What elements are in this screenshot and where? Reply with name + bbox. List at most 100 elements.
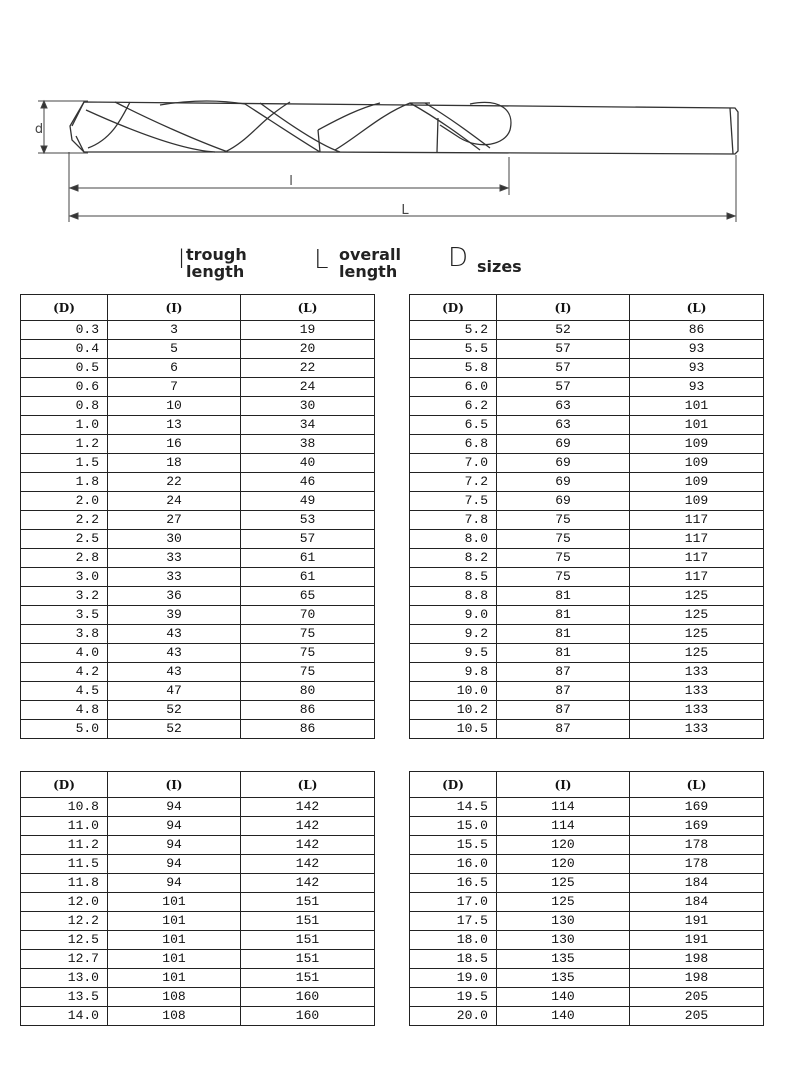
legend-text: trough — [186, 245, 247, 264]
table-row: 7.5 69 109 — [409, 491, 764, 511]
table-row: 8.0 75 117 — [409, 529, 764, 549]
cell-overall-length: 205 — [629, 987, 764, 1007]
cell-diameter: 7.0 — [409, 453, 497, 473]
cell-trough-length: 24 — [107, 491, 241, 511]
table-row: 17.0 125 184 — [409, 892, 764, 912]
cell-diameter: 10.2 — [409, 700, 497, 720]
cell-trough-length: 16 — [107, 434, 241, 454]
cell-overall-length: 125 — [629, 605, 764, 625]
cell-diameter: 0.4 — [20, 339, 108, 359]
cell-diameter: 7.2 — [409, 472, 497, 492]
cell-diameter: 15.0 — [409, 816, 497, 836]
cell-diameter: 5.8 — [409, 358, 497, 378]
cell-overall-length: 53 — [240, 510, 375, 530]
table-row: 8.5 75 117 — [409, 567, 764, 587]
cell-diameter: 12.2 — [20, 911, 108, 931]
table-row: 10.2 87 133 — [409, 700, 764, 720]
cell-overall-length: 184 — [629, 873, 764, 893]
table-row: 3.2 36 65 — [20, 586, 375, 606]
cell-trough-length: 43 — [107, 624, 241, 644]
table-row: 11.0 94 142 — [20, 816, 375, 836]
table-row: 5.2 52 86 — [409, 320, 764, 340]
cell-diameter: 19.5 — [409, 987, 497, 1007]
cell-overall-length: 198 — [629, 968, 764, 988]
cell-trough-length: 81 — [496, 586, 630, 606]
cell-overall-length: 80 — [240, 681, 375, 701]
cell-diameter: 14.5 — [409, 797, 497, 817]
cell-overall-length: 19 — [240, 320, 375, 340]
legend-sizes: D sizes — [448, 245, 522, 275]
cell-trough-length: 69 — [496, 472, 630, 492]
cell-diameter: 1.0 — [20, 415, 108, 435]
cell-trough-length: 108 — [107, 1006, 241, 1026]
cell-trough-length: 33 — [107, 548, 241, 568]
header-overall-length: (L) — [240, 771, 375, 798]
cell-diameter: 17.5 — [409, 911, 497, 931]
cell-trough-length: 94 — [107, 835, 241, 855]
table-row: 8.2 75 117 — [409, 548, 764, 568]
size-table-2: (D) (I) (L) 5.2 52 86 5.5 57 93 5.8 57 93 6.0 57 93 6.2… — [409, 294, 764, 739]
cell-diameter: 3.5 — [20, 605, 108, 625]
cell-diameter: 8.8 — [409, 586, 497, 606]
cell-overall-length: 101 — [629, 396, 764, 416]
cell-overall-length: 133 — [629, 681, 764, 701]
cell-diameter: 16.0 — [409, 854, 497, 874]
cell-trough-length: 52 — [107, 719, 241, 739]
cell-diameter: 5.0 — [20, 719, 108, 739]
cell-trough-length: 120 — [496, 835, 630, 855]
cell-trough-length: 140 — [496, 987, 630, 1007]
cell-trough-length: 87 — [496, 662, 630, 682]
legend-text: overall — [339, 245, 401, 264]
header-overall-length: (L) — [629, 771, 764, 798]
cell-diameter: 8.5 — [409, 567, 497, 587]
table-row: 10.5 87 133 — [409, 719, 764, 739]
trough-length-label: l — [289, 174, 293, 189]
cell-trough-length: 94 — [107, 854, 241, 874]
cell-overall-length: 133 — [629, 662, 764, 682]
cell-overall-length: 191 — [629, 930, 764, 950]
cell-overall-length: 61 — [240, 567, 375, 587]
cell-diameter: 11.0 — [20, 816, 108, 836]
cell-overall-length: 93 — [629, 339, 764, 359]
table-row: 10.8 94 142 — [20, 797, 375, 817]
cell-trough-length: 69 — [496, 453, 630, 473]
cell-overall-length: 109 — [629, 453, 764, 473]
table-row: 18.0 130 191 — [409, 930, 764, 950]
cell-overall-length: 93 — [629, 358, 764, 378]
cell-overall-length: 22 — [240, 358, 375, 378]
cell-diameter: 5.2 — [409, 320, 497, 340]
overall-mark: L — [314, 245, 329, 275]
table-row: 12.2 101 151 — [20, 911, 375, 931]
size-table-4: (D) (I) (L) 14.5 114 169 15.0 114 169 15.5 120 178 1… — [409, 771, 764, 1026]
table-row: 1.2 16 38 — [20, 434, 375, 454]
cell-trough-length: 63 — [496, 415, 630, 435]
cell-diameter: 13.5 — [20, 987, 108, 1007]
cell-diameter: 6.8 — [409, 434, 497, 454]
table-row: 7.8 75 117 — [409, 510, 764, 530]
cell-trough-length: 140 — [496, 1006, 630, 1026]
cell-overall-length: 49 — [240, 491, 375, 511]
cell-overall-length: 109 — [629, 472, 764, 492]
cell-diameter: 13.0 — [20, 968, 108, 988]
cell-overall-length: 101 — [629, 415, 764, 435]
cell-trough-length: 114 — [496, 816, 630, 836]
table-row: 2.8 33 61 — [20, 548, 375, 568]
cell-trough-length: 36 — [107, 586, 241, 606]
cell-trough-length: 69 — [496, 491, 630, 511]
cell-trough-length: 81 — [496, 605, 630, 625]
cell-diameter: 8.0 — [409, 529, 497, 549]
header-diameter: (D) — [20, 771, 108, 798]
cell-trough-length: 81 — [496, 643, 630, 663]
legend-overall-length: L overall length — [314, 246, 401, 280]
cell-trough-length: 87 — [496, 681, 630, 701]
cell-overall-length: 46 — [240, 472, 375, 492]
cell-diameter: 2.0 — [20, 491, 108, 511]
cell-overall-length: 151 — [240, 892, 375, 912]
table-row: 7.2 69 109 — [409, 472, 764, 492]
cell-trough-length: 135 — [496, 949, 630, 969]
cell-diameter: 10.0 — [409, 681, 497, 701]
table-header: (D) (I) (L) — [409, 771, 764, 798]
cell-trough-length: 125 — [496, 892, 630, 912]
cell-trough-length: 6 — [107, 358, 241, 378]
cell-trough-length: 22 — [107, 472, 241, 492]
